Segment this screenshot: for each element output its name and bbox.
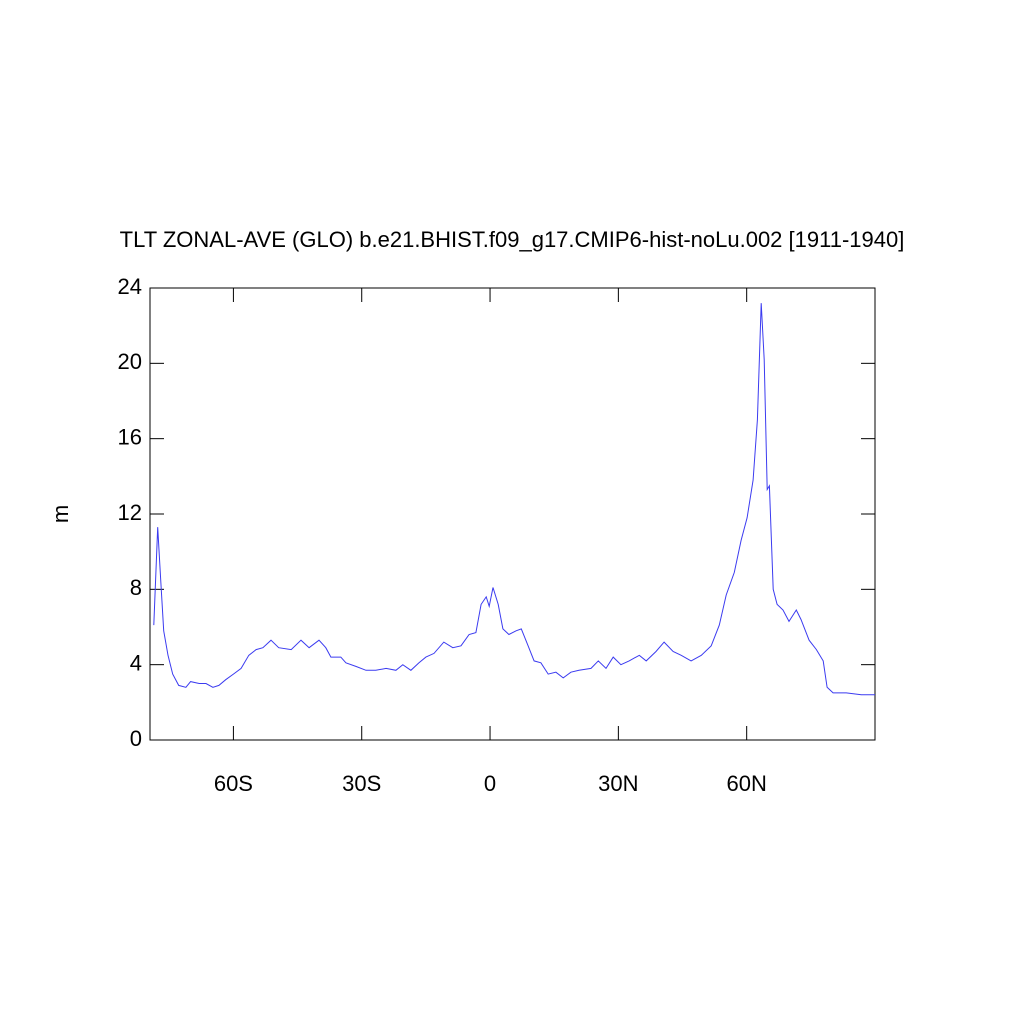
y-tick-label: 16: [118, 424, 142, 449]
y-tick-label: 0: [130, 726, 142, 751]
x-tick-label: 30N: [598, 771, 638, 796]
y-tick-label: 4: [130, 650, 142, 675]
plot-frame: [149, 287, 876, 741]
x-tick-label: 60S: [214, 771, 253, 796]
chart-title: TLT ZONAL-AVE (GLO) b.e21.BHIST.f09_g17.…: [120, 227, 905, 252]
y-tick-label: 12: [118, 500, 142, 525]
data-line: [153, 303, 875, 696]
y-tick-label: 8: [130, 575, 142, 600]
x-tick-label: 60N: [727, 771, 767, 796]
y-tick-label: 24: [118, 274, 142, 299]
x-tick-label: 30S: [342, 771, 381, 796]
x-tick-label: 0: [484, 771, 496, 796]
y-axis-label: m: [48, 505, 73, 523]
y-tick-label: 20: [118, 349, 142, 374]
